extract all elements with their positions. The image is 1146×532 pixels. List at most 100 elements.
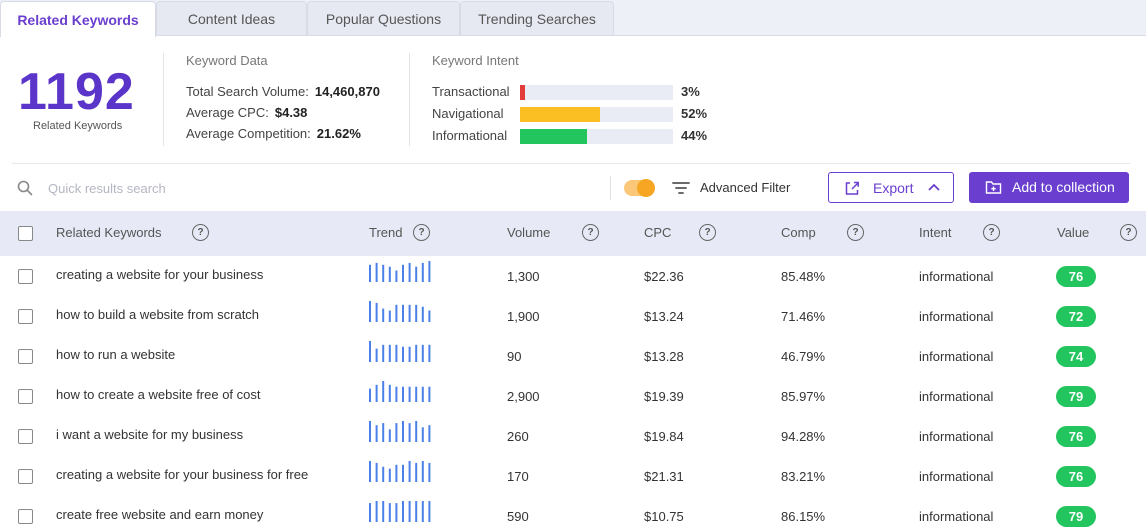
- keyword-cell[interactable]: how to build a website from scratch: [56, 307, 260, 322]
- toggle-switch[interactable]: [624, 179, 655, 197]
- tab-content-ideas[interactable]: Content Ideas: [156, 1, 307, 36]
- keyword-cell[interactable]: creating a website for your business for…: [56, 467, 309, 482]
- export-button[interactable]: Export: [828, 172, 954, 203]
- column-header-comp[interactable]: Comp: [781, 225, 816, 240]
- trend-bar: [369, 503, 371, 522]
- filter-icon[interactable]: [672, 181, 690, 195]
- column-header-intent[interactable]: Intent: [919, 225, 952, 240]
- trend-bar: [369, 388, 371, 402]
- column-header-cpc[interactable]: CPC: [644, 225, 672, 240]
- row-checkbox[interactable]: [18, 349, 33, 364]
- quick-search-input[interactable]: [48, 178, 348, 198]
- volume-cell: 1,900: [507, 309, 540, 324]
- tab-popular-questions[interactable]: Popular Questions: [307, 1, 460, 36]
- trend-bar: [382, 381, 385, 402]
- table-row[interactable]: i want a website for my business 260 $19.8…: [0, 416, 1146, 456]
- intent-percent: 44%: [681, 128, 708, 143]
- keyword-cell[interactable]: create free website and earn money: [56, 507, 264, 522]
- column-header-volume[interactable]: Volume: [507, 225, 551, 240]
- trend-sparkline: [369, 261, 431, 282]
- help-icon[interactable]: ?: [413, 224, 430, 241]
- trend-sparkline: [369, 381, 431, 402]
- tab-related-keywords[interactable]: Related Keywords: [0, 1, 156, 37]
- help-icon[interactable]: ?: [847, 224, 864, 241]
- intent-bar-fill: [520, 107, 600, 122]
- help-icon[interactable]: ?: [192, 224, 209, 241]
- help-icon[interactable]: ?: [699, 224, 716, 241]
- trend-bar: [415, 462, 418, 482]
- trend-bar: [388, 344, 391, 362]
- trend-bar: [428, 425, 431, 442]
- column-header-trend[interactable]: Trend: [369, 225, 403, 240]
- trend-sparkline: [369, 301, 431, 322]
- row-checkbox[interactable]: [18, 389, 33, 404]
- value-badge: 79: [1056, 386, 1096, 407]
- average-cpc: Average CPC: $4.38: [186, 105, 307, 120]
- tab-trending-searches[interactable]: Trending Searches: [460, 1, 614, 36]
- value-badge: 72: [1056, 306, 1096, 327]
- select-all-checkbox[interactable]: [18, 226, 33, 241]
- column-header-value[interactable]: Value: [1057, 225, 1090, 240]
- table-row[interactable]: how to create a website free of cost 2,90…: [0, 376, 1146, 416]
- results-panel: 1192 Related Keywords Keyword Data Total…: [0, 35, 1146, 532]
- table-row[interactable]: how to build a website from scratch 1,900…: [0, 296, 1146, 336]
- keyword-cell[interactable]: how to create a website free of cost: [56, 387, 261, 402]
- value-badge: 79: [1056, 506, 1096, 527]
- advanced-filter-button[interactable]: Advanced Filter: [700, 180, 791, 195]
- trend-bar: [421, 262, 424, 282]
- chevron-up-icon: [928, 183, 940, 191]
- trend-bar: [408, 501, 411, 522]
- table-row[interactable]: creating a website for your business 1,30…: [0, 256, 1146, 296]
- trend-bar: [421, 386, 424, 402]
- row-checkbox[interactable]: [18, 509, 33, 524]
- export-label: Export: [873, 180, 914, 196]
- comp-cell: 85.48%: [781, 269, 826, 284]
- value-badge: 76: [1056, 266, 1096, 287]
- trend-bar: [428, 386, 431, 402]
- intent-label-navigational: Navigational: [432, 106, 504, 121]
- trend-bar: [402, 264, 404, 282]
- intent-bar-navigational: [520, 107, 673, 122]
- trend-bar: [382, 423, 385, 442]
- trend-bar: [428, 261, 431, 282]
- help-icon[interactable]: ?: [1120, 224, 1137, 241]
- trend-bar: [428, 310, 431, 322]
- intent-percent: 3%: [681, 84, 700, 99]
- comp-cell: 46.79%: [781, 349, 826, 364]
- add-to-collection-label: Add to collection: [1012, 179, 1115, 195]
- row-checkbox[interactable]: [18, 309, 33, 324]
- help-icon[interactable]: ?: [582, 224, 599, 241]
- table-row[interactable]: creating a website for your business for…: [0, 456, 1146, 496]
- value-badge: 76: [1056, 426, 1096, 447]
- related-keywords-count-label: Related Keywords: [33, 120, 123, 132]
- tab-bar: Related Keywords Content Ideas Popular Q…: [0, 0, 1146, 37]
- row-checkbox[interactable]: [18, 469, 33, 484]
- add-to-collection-button[interactable]: Add to collection: [969, 172, 1129, 203]
- trend-bar: [428, 344, 431, 362]
- table-row[interactable]: how to run a website 90 $13.28 46.79% inform…: [0, 336, 1146, 376]
- trend-bar: [382, 501, 385, 522]
- column-header-keyword[interactable]: Related Keywords: [56, 225, 162, 240]
- volume-cell: 1,300: [507, 269, 540, 284]
- trend-bar: [375, 348, 378, 362]
- trend-bar: [369, 461, 371, 482]
- trend-bar: [382, 466, 385, 482]
- trend-bar: [402, 464, 404, 482]
- intent-bar-fill: [520, 85, 525, 100]
- table-row[interactable]: create free website and earn money 590 $10…: [0, 496, 1146, 532]
- cpc-cell: $13.24: [644, 309, 684, 324]
- row-checkbox[interactable]: [18, 269, 33, 284]
- trend-bar: [375, 501, 378, 522]
- keyword-cell[interactable]: i want a website for my business: [56, 427, 244, 442]
- folder-plus-icon: [985, 181, 1002, 194]
- help-icon[interactable]: ?: [983, 224, 1000, 241]
- keyword-cell[interactable]: creating a website for your business: [56, 267, 264, 282]
- trend-bar: [395, 464, 398, 482]
- keyword-cell[interactable]: how to run a website: [56, 347, 176, 362]
- trend-bar: [375, 302, 378, 322]
- toggle-knob: [637, 179, 655, 197]
- trend-bar: [421, 427, 424, 442]
- row-checkbox[interactable]: [18, 429, 33, 444]
- trend-bar: [395, 503, 398, 522]
- value-badge: 76: [1056, 466, 1096, 487]
